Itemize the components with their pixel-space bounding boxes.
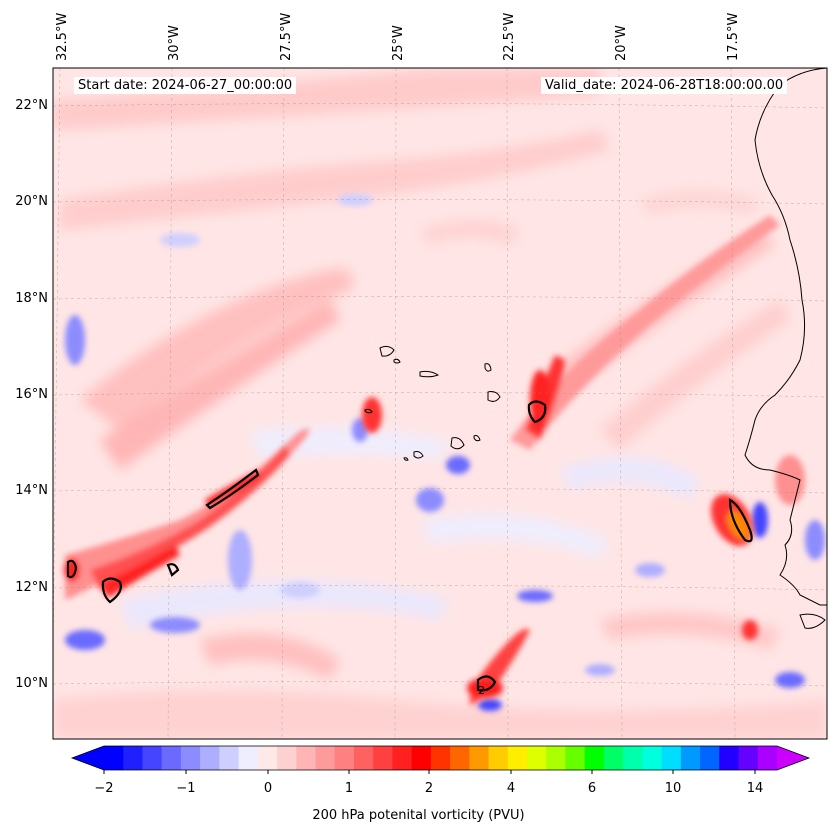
coastlines — [364, 68, 827, 629]
colorbar-swatch — [334, 746, 355, 770]
lat-label-18n: 18°N — [15, 291, 48, 306]
colorbar-swatch — [104, 746, 124, 770]
colorbar-swatch — [642, 746, 663, 770]
lat-label-16n: 16°N — [15, 387, 48, 402]
lat-label-12n: 12°N — [15, 580, 48, 595]
lat-label-20n: 20°N — [15, 194, 48, 209]
colorbar-swatch — [584, 746, 605, 770]
colorbar-swatch — [623, 746, 643, 770]
valid-date-label: Valid_date: 2024-06-28T18:00:00.00 — [541, 77, 788, 94]
colorbar-swatch — [277, 746, 297, 770]
map-field: 2 — [53, 68, 827, 739]
colorbar-swatch — [757, 746, 778, 770]
colorbar-swatch — [546, 746, 567, 770]
colorbar-swatch — [603, 746, 624, 770]
colorbar-swatch — [527, 746, 547, 770]
colorbar-swatch — [430, 746, 451, 770]
colorbar-swatch — [238, 746, 259, 770]
colorbar-swatch — [661, 746, 682, 770]
map-frame — [52, 67, 828, 740]
colorbar-swatch — [719, 746, 740, 770]
lon-label-20w: 20°W — [614, 25, 629, 61]
lat-label-14n: 14°N — [15, 483, 48, 498]
colorbar-swatch — [353, 746, 374, 770]
colorbar-tick-label: 4 — [506, 781, 516, 796]
colorbar-title: 200 hPa potenital vorticity (PVU) — [312, 808, 525, 823]
colorbar-swatch — [161, 746, 182, 770]
colorbar-swatch — [565, 746, 586, 770]
colorbar-tick-label: −2 — [94, 781, 114, 796]
colorbar-swatch — [450, 746, 470, 770]
lon-label-27-5w: 27.5°W — [279, 12, 294, 61]
lon-label-17-5w: 17.5°W — [726, 12, 741, 61]
colorbar-swatch — [315, 746, 336, 770]
lon-label-22-5w: 22.5°W — [502, 12, 517, 61]
colorbar-tick-label: 1 — [344, 781, 354, 796]
colorbar-tick-label: −1 — [176, 781, 196, 796]
colorbar-swatch — [219, 746, 240, 770]
colorbar-swatch — [507, 746, 528, 770]
pv-field-layer — [53, 68, 827, 739]
colorbar-extend-high — [777, 746, 809, 770]
lon-label-32-5w: 32.5°W — [55, 12, 70, 61]
colorbar-tick-label: 2 — [424, 781, 434, 796]
colorbar-swatch — [700, 746, 720, 770]
colorbar-swatch — [738, 746, 759, 770]
colorbar-swatch — [180, 746, 201, 770]
colorbar-tick-label: 6 — [587, 781, 597, 796]
lon-label-30w: 30°W — [167, 25, 182, 61]
lon-label-25w: 25°W — [391, 25, 406, 61]
colorbar — [70, 745, 811, 774]
pv-contours — [66, 400, 753, 692]
colorbar-tick-label: 10 — [664, 781, 682, 796]
colorbar-swatch — [142, 746, 163, 770]
colorbar-swatch — [200, 746, 220, 770]
lat-label-10n: 10°N — [15, 676, 48, 691]
colorbar-tick-label: 14 — [746, 781, 764, 796]
start-date-label: Start date: 2024-06-27_00:00:00 — [74, 77, 297, 94]
colorbar-swatch — [680, 746, 701, 770]
colorbar-swatch — [373, 746, 394, 770]
colorbar-swatch — [257, 746, 278, 770]
colorbar-swatch — [123, 746, 144, 770]
colorbar-swatch — [411, 746, 432, 770]
colorbar-tick-label: 0 — [263, 781, 273, 796]
colorbar-extend-low — [72, 746, 104, 770]
lat-label-22n: 22°N — [15, 98, 48, 113]
colorbar-swatch — [296, 746, 317, 770]
colorbar-swatch — [392, 746, 413, 770]
colorbar-swatch — [469, 746, 490, 770]
contour-label: 2 — [478, 684, 485, 697]
colorbar-swatch — [488, 746, 509, 770]
